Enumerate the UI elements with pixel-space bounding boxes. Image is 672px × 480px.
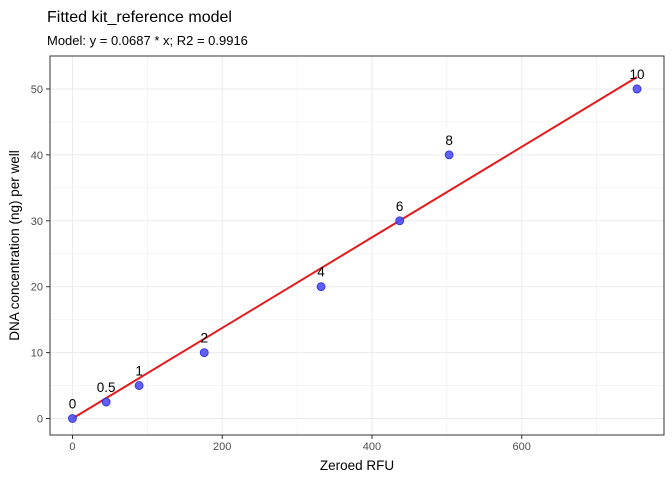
data-point-label: 2 xyxy=(200,331,208,346)
x-tick-label: 200 xyxy=(213,441,231,453)
point-labels-layer: 0 0.5 1 2 4 6 8 10 xyxy=(69,67,645,412)
x-tick-label: 600 xyxy=(513,441,531,453)
x-tick-label: 400 xyxy=(363,441,381,453)
panel-border xyxy=(49,55,665,436)
data-point-label: 10 xyxy=(630,67,645,82)
data-point-label: 8 xyxy=(445,133,453,148)
data-point-label: 4 xyxy=(317,265,325,280)
y-tick-label: 0 xyxy=(37,414,43,426)
data-point-label: 6 xyxy=(396,199,404,214)
data-point xyxy=(395,216,405,226)
fit-line xyxy=(71,76,638,420)
points-layer xyxy=(68,84,642,423)
chart-subtitle: Model: y = 0.0687 * x; R2 = 0.9916 xyxy=(47,33,248,48)
data-point-label: 0 xyxy=(69,397,77,412)
y-tick-label: 20 xyxy=(31,282,43,294)
major-gridlines xyxy=(50,56,664,435)
data-point xyxy=(134,381,144,390)
data-point xyxy=(68,414,77,423)
data-point-label: 0.5 xyxy=(97,380,116,395)
x-axis-title: Zeroed RFU xyxy=(320,458,394,473)
data-point xyxy=(101,397,111,407)
plot-panel: 0 0.5 1 2 4 6 8 10 xyxy=(49,55,665,436)
data-point xyxy=(632,84,642,94)
data-point xyxy=(316,282,326,292)
chart-title: Fitted kit_reference model xyxy=(47,9,232,26)
x-axis-ticks: 0 200 400 600 xyxy=(69,435,531,453)
y-tick-label: 40 xyxy=(31,150,43,162)
data-point-label: 1 xyxy=(135,364,143,379)
y-tick-label: 50 xyxy=(31,84,43,96)
data-point xyxy=(444,150,454,160)
data-point xyxy=(199,348,209,358)
y-axis-ticks: 0 10 20 30 40 50 xyxy=(31,84,50,426)
y-tick-label: 30 xyxy=(31,216,43,228)
y-tick-label: 10 xyxy=(31,348,43,360)
fit-layer xyxy=(71,76,638,420)
y-axis-title: DNA concentration (ng) per well xyxy=(7,150,22,341)
x-tick-label: 0 xyxy=(69,441,75,453)
